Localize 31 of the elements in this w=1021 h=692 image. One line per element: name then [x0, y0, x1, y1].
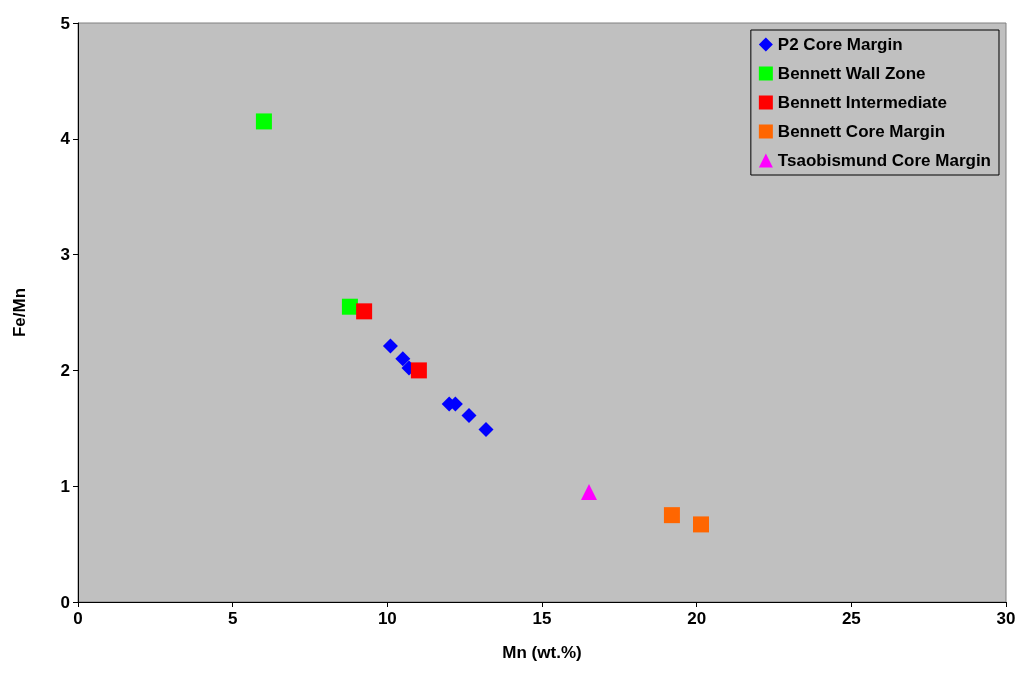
x-tick-label: 30 [996, 609, 1016, 628]
x-tick-label: 10 [377, 609, 397, 628]
legend-label: Tsaobismund Core Margin [777, 151, 992, 170]
y-tick-label: 1 [60, 476, 70, 496]
x-tick-label: 0 [73, 609, 83, 628]
y-tick-label: 3 [60, 245, 70, 265]
y-axis-title: Fe/Mn [10, 287, 29, 338]
point [663, 507, 680, 524]
x-tick-label: 25 [841, 609, 861, 628]
x-axis-title: Mn (wt.%) [502, 643, 582, 662]
x-tick-label: 20 [687, 609, 707, 628]
point [478, 421, 494, 437]
point [255, 113, 272, 130]
y-tick-label: 0 [60, 592, 70, 612]
y-tick-label: 5 [60, 13, 70, 33]
legend-label: Bennett Intermediate [777, 93, 947, 112]
point [341, 298, 358, 315]
point [410, 362, 427, 379]
point [356, 303, 373, 320]
y-tick-label: 4 [60, 129, 71, 149]
x-tick-label: 15 [532, 609, 552, 628]
legend-label: P2 Core Margin [777, 35, 903, 54]
point [461, 408, 477, 424]
y-tick-label: 2 [60, 360, 70, 380]
point [693, 516, 709, 533]
point [395, 351, 411, 367]
legend-label: Bennett Core Margin [777, 122, 946, 141]
point [581, 483, 598, 500]
x-tick-label: 5 [227, 609, 238, 628]
point [382, 338, 398, 354]
legend-label: Bennett Wall Zone [777, 64, 926, 83]
